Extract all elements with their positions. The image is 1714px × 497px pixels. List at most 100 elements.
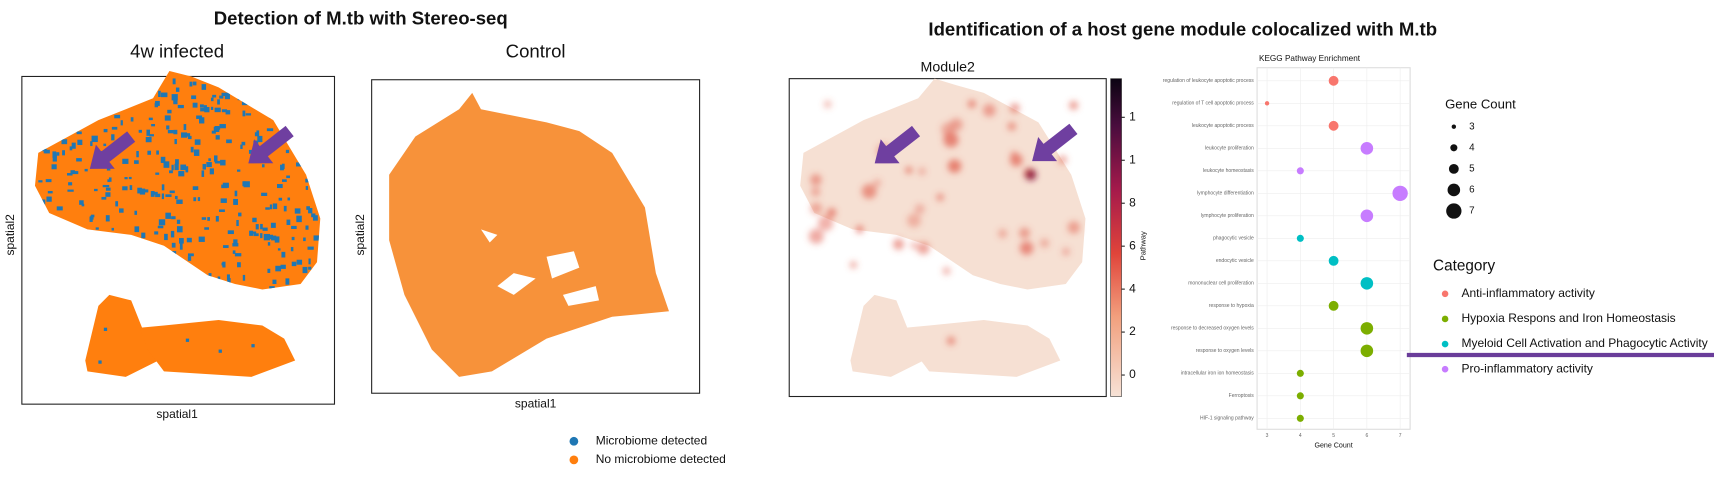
microbiome-spot [210,97,214,102]
microbiome-spot [242,110,246,117]
microbiome-spot [253,233,259,237]
microbiome-spot [219,95,224,99]
microbiome-spot [135,80,139,87]
microbiome-spot [52,155,57,162]
microbiome-spot [199,104,204,108]
microbiome-spot [158,219,166,226]
microbiome-spot [271,235,277,241]
hotspot [1062,247,1070,256]
microbiome-spot [71,142,76,149]
microbiome-spot [291,118,298,124]
microbiome-spot [164,115,171,121]
microbiome-spot [101,196,107,200]
microbiome-spot [285,86,291,90]
microbiome-spot [151,124,156,127]
microbiome-spot [163,161,170,168]
microbiome-spot [119,208,124,213]
hotspot [817,215,834,231]
dot [1328,120,1339,131]
microbiome-spot [282,179,287,182]
microbiome-spot [161,193,165,200]
microbiome-spot [109,97,112,104]
microbiome-spot [238,212,242,217]
microbiome-spot [161,184,165,191]
microbiome-spot [77,111,80,116]
microbiome-spot [309,146,312,149]
hotspot [1025,169,1037,181]
microbiome-spot [133,98,139,102]
microbiome-spot [45,109,51,115]
colorbar [1110,78,1122,397]
microbiome-spot [84,168,88,172]
microbiome-spot [241,141,246,146]
colorbar-tick-label: 8 [1129,195,1136,209]
microbiome-spot [209,168,214,175]
microbiome-spot [59,99,63,103]
hotspot [810,202,823,215]
microbiome-spot [57,110,61,116]
microbiome-spot [309,137,312,141]
arrow [248,125,294,164]
microbiome-spot [63,92,70,95]
hotspot [967,99,976,109]
microbiome-spot [185,338,190,342]
microbiome-spot [252,217,257,223]
microbiome-spot [281,251,286,258]
microbiome-spot [296,87,302,91]
microbiome-spot [165,212,171,219]
microbiome-spot [218,349,222,353]
map-title: 4w infected [130,40,224,61]
hotspot [808,228,824,244]
dot [1360,322,1374,335]
legend-swatch [1441,365,1449,373]
y-tick-label: regulation of T cell apoptotic process [1172,101,1254,107]
microbiome-spot [160,92,168,98]
hotspot [946,336,956,346]
microbiome-spot [186,237,192,243]
hotspot [917,167,926,176]
microbiome-spot [65,121,71,125]
microbiome-spot [71,256,78,263]
x-tick-label: 5 [1332,433,1335,439]
microbiome-spot [122,158,129,164]
microbiome-spot [262,104,267,109]
microbiome-spot [237,262,241,268]
y-tick-label: endocytic vesicle [1216,258,1254,264]
microbiome-spot [103,143,107,147]
microbiome-spot [146,129,150,136]
microbiome-spot [261,164,265,168]
microbiome-spot [163,260,168,264]
hotspot [1007,122,1017,131]
x-axis-label: spatial1 [156,407,198,421]
microbiome-spot [164,233,168,241]
microbiome-spot [42,128,45,133]
microbiome-spot [214,155,218,162]
microbiome-spot [193,197,197,202]
microbiome-spot [128,176,132,180]
microbiome-spot [311,77,314,83]
microbiome-spot [215,215,219,222]
microbiome-spot [90,275,96,280]
microbiome-spot [93,243,97,250]
microbiome-spot [85,286,90,290]
hotspot [873,179,881,187]
microbiome-spot [76,158,82,162]
microbiome-spot [122,186,128,191]
microbiome-spot [101,277,106,282]
microbiome-spot [259,79,265,84]
microbiome-spot [90,215,94,220]
microbiome-spot [234,79,238,84]
microbiome-spot [113,239,120,247]
microbiome-spot [177,104,184,109]
microbiome-spot [281,163,285,170]
microbiome-spot [226,274,230,280]
size-legend-label: 6 [1469,185,1475,196]
x-tick-label: 6 [1365,433,1368,439]
microbiome-spot [144,95,149,99]
microbiome-spot [223,183,229,187]
microbiome-spot [154,78,160,85]
arrow [874,125,921,164]
microbiome-spot [311,174,315,181]
microbiome-spot [75,114,81,122]
microbiome-spot [150,191,155,197]
